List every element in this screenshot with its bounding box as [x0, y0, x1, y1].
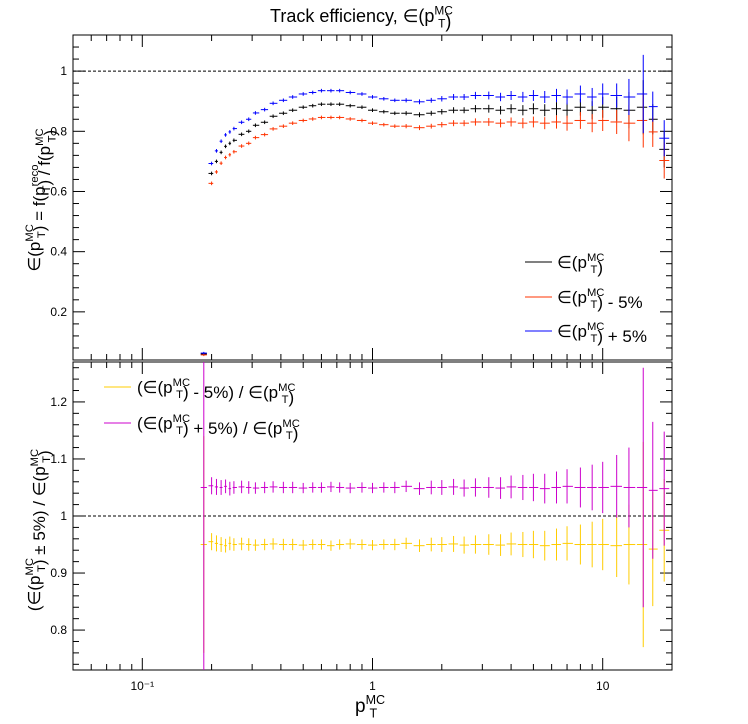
y-tick-label: 1	[60, 509, 67, 523]
x-tick-label: 10⁻¹	[130, 679, 154, 693]
bottom-y-axis-label: (∈(pMCT) ± 5%) / ∈(pMCT)	[24, 449, 54, 611]
y-tick-label: 1.2	[50, 395, 67, 409]
ratio-panel-frame	[73, 362, 672, 670]
legend-entry: ∈(pMC T) + 5%	[557, 321, 647, 346]
efficiency-figure: 0.20.40.60.810.80.911.11.210⁻¹ 1 10Track e…	[0, 0, 748, 724]
legend-entry: ∈(pMC T) - 5%	[557, 287, 643, 312]
y-tick-label: 0.9	[50, 566, 67, 580]
legend-entry: (∈(pMC T) + 5%) / ∈(pMC T)	[137, 413, 300, 443]
legend-entry: (∈(pMC T) - 5%) / ∈(pMC T)	[137, 377, 296, 407]
efficiency-panel-frame	[73, 35, 672, 360]
y-tick-label: 0.2	[50, 305, 67, 319]
y-tick-label: 1	[60, 64, 67, 78]
x-tick-label: 1	[369, 679, 376, 693]
x-axis-label: pMC T	[355, 693, 385, 721]
y-tick-label: 0.8	[50, 623, 67, 637]
x-tick-label: 10	[596, 679, 610, 693]
y-tick-label: 0.4	[50, 245, 67, 259]
series-0-1	[201, 93, 670, 356]
series-0-0	[201, 80, 670, 355]
legend-entry: ∈(pMC T)	[557, 252, 604, 277]
axis-ticks	[73, 35, 672, 670]
chart-title: Track efficiency, ∈(pMC T)	[270, 3, 453, 31]
series-1-0	[201, 436, 670, 653]
